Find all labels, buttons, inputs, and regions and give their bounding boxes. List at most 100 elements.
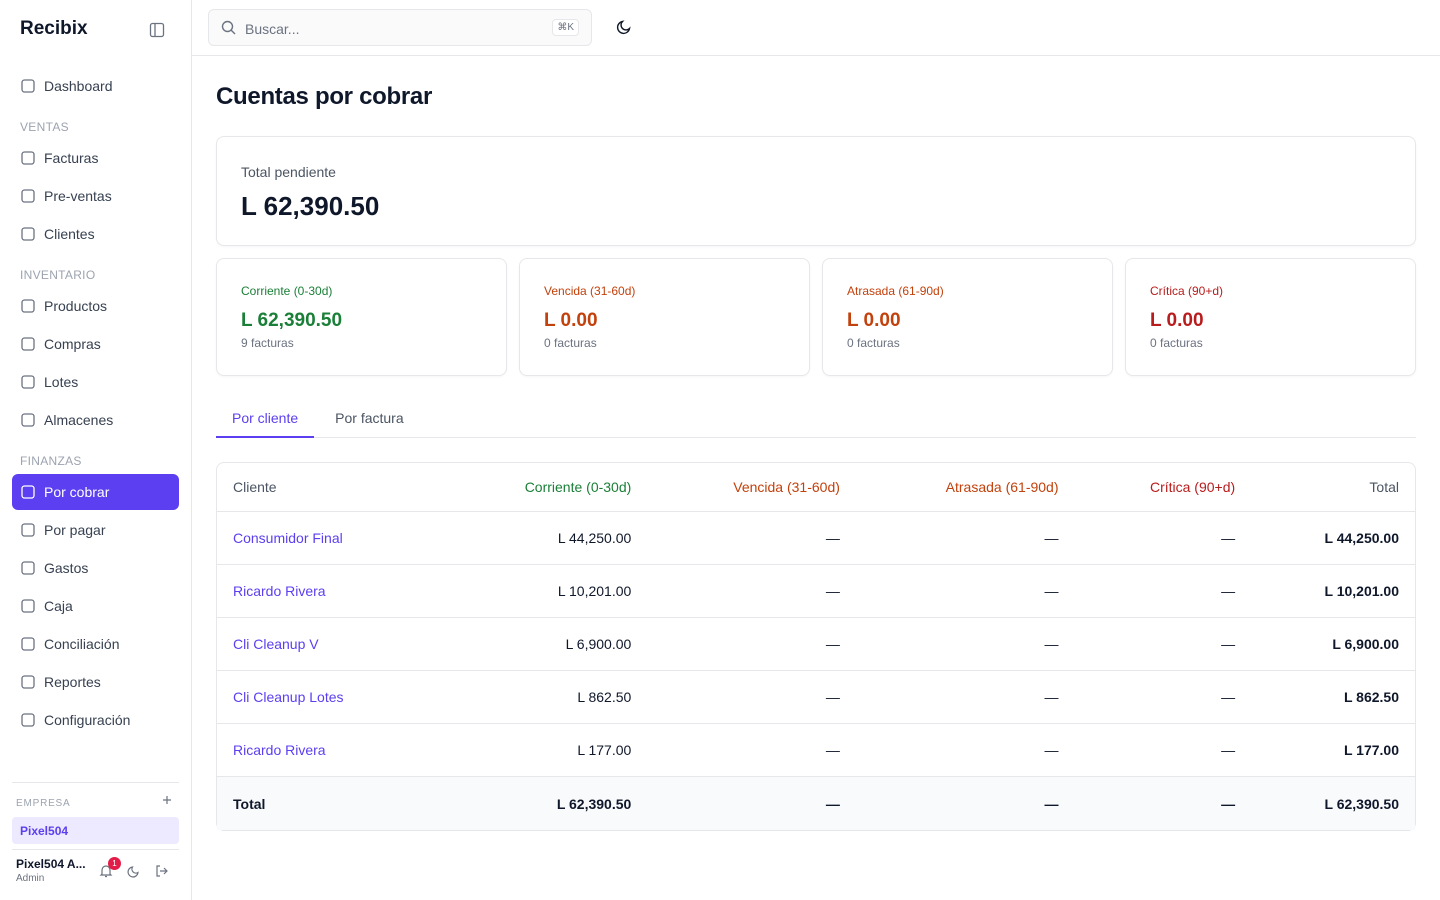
card-label: Vencida (31-60d) — [544, 284, 636, 298]
column-header: Corriente (0-30d) — [440, 463, 648, 512]
card-amount: L 0.00 — [1150, 310, 1204, 331]
nav-label: Dashboard — [44, 78, 113, 94]
nav-icon — [21, 523, 35, 537]
column-header: Cliente — [217, 463, 441, 512]
nav-label: Gastos — [44, 560, 89, 576]
card-label: Corriente (0-30d) — [241, 284, 333, 298]
card-amount: L 62,390.50 — [241, 310, 343, 331]
nav-item[interactable]: Configuración — [12, 702, 179, 738]
nav-item[interactable]: Por pagar — [12, 512, 179, 548]
nav-item[interactable]: Caja — [12, 588, 179, 624]
total-cell: Total — [217, 777, 441, 830]
card-label: Crítica (90+d) — [1150, 284, 1224, 298]
nav-item[interactable]: Facturas — [12, 140, 179, 176]
card-count: 9 facturas — [241, 336, 294, 350]
cell: — — [647, 724, 856, 777]
add-company[interactable] — [162, 795, 172, 805]
client-link[interactable]: Cli Cleanup Lotes — [217, 671, 441, 724]
cell: L 177.00 — [440, 724, 648, 777]
divider — [12, 849, 179, 850]
nav-icon — [21, 561, 35, 575]
nav-item[interactable]: Clientes — [12, 216, 179, 252]
nav-icon — [21, 299, 35, 313]
client-link[interactable]: Ricardo Rivera — [217, 724, 441, 777]
icon-shape — [149, 22, 165, 38]
company-title: EMPRESA — [16, 798, 71, 809]
nav-label: Conciliación — [44, 636, 120, 652]
nav-label: Almacenes — [44, 412, 114, 428]
table-row: Cli Cleanup Lotes L 862.50— — — L 862.50 — [217, 671, 1415, 724]
summary-label: Total pendiente — [241, 164, 336, 180]
client-link[interactable]: Cli Cleanup V — [217, 618, 441, 671]
tab[interactable]: Por factura — [335, 410, 404, 426]
total-cell: — — [855, 777, 1075, 830]
aging-card: Corriente (0-30d) L 62,390.50 9 facturas — [216, 258, 507, 376]
tab[interactable]: Por cliente — [216, 400, 315, 438]
collapse-button[interactable] — [149, 22, 165, 38]
icon-shape — [21, 485, 35, 499]
user-role: Admin — [16, 873, 45, 884]
icon-shape — [21, 599, 35, 613]
nav-section: VENTAS — [20, 120, 69, 134]
client-link[interactable]: Consumidor Final — [217, 512, 441, 565]
total-cell: — — [1074, 777, 1252, 830]
cell: L 10,201.00 — [1251, 565, 1415, 618]
aging-card: Atrasada (61-90d) L 0.00 0 facturas — [822, 258, 1113, 376]
cell: L 44,250.00 — [440, 512, 648, 565]
nav-section: INVENTARIO — [20, 268, 96, 282]
cell: L 177.00 — [1251, 724, 1415, 777]
nav-icon — [21, 227, 35, 241]
cell: — — [855, 671, 1075, 724]
nav-icon — [21, 151, 35, 165]
nav-item[interactable]: Almacenes — [12, 402, 179, 438]
nav-icon — [21, 189, 35, 203]
icon-shape — [21, 189, 35, 203]
search[interactable]: Buscar... ⌘K — [208, 9, 592, 46]
card-count: 0 facturas — [1150, 336, 1203, 350]
nav-icon — [21, 485, 35, 499]
nav-item[interactable]: Dashboard — [12, 68, 179, 104]
icon-shape — [21, 227, 35, 241]
nav-icon — [21, 337, 35, 351]
user-name: Pixel504 A... — [16, 857, 86, 871]
cell: — — [1074, 512, 1252, 565]
nav-icon — [21, 637, 35, 651]
cell: L 6,900.00 — [440, 618, 648, 671]
nav-icon — [21, 375, 35, 389]
nav-label: Reportes — [44, 674, 101, 690]
nav: Dashboard VENTAS Facturas Pre-ventas Cliente… — [0, 68, 191, 740]
nav-item[interactable]: Por cobrar — [12, 474, 179, 510]
theme-toggle[interactable] — [616, 19, 632, 35]
nav-item[interactable]: Productos — [12, 288, 179, 324]
nav-item[interactable]: Conciliación — [12, 626, 179, 662]
icon-shape — [21, 523, 35, 537]
icon-shape — [21, 675, 35, 689]
nav-label: Facturas — [44, 150, 99, 166]
search-placeholder: Buscar... — [245, 21, 300, 37]
cell: — — [647, 618, 856, 671]
icon-shape — [21, 413, 35, 427]
nav-item[interactable]: Gastos — [12, 550, 179, 586]
nav-item[interactable]: Reportes — [12, 664, 179, 700]
table-row: Consumidor Final L 44,250.00— — — L 44,250.0… — [217, 512, 1415, 565]
theme-toggle[interactable] — [127, 864, 141, 878]
nav-item[interactable]: Lotes — [12, 364, 179, 400]
card-amount: L 0.00 — [847, 310, 901, 331]
icon-shape — [21, 713, 35, 727]
logout[interactable] — [155, 864, 169, 878]
nav-item[interactable]: Pre-ventas — [12, 178, 179, 214]
company[interactable]: Pixel504 — [12, 817, 179, 844]
nav-icon — [21, 713, 35, 727]
brand: Recibix — [20, 18, 88, 39]
card-count: 0 facturas — [847, 336, 900, 350]
cell: L 862.50 — [440, 671, 648, 724]
nav-item[interactable]: Compras — [12, 326, 179, 362]
search-icon — [221, 20, 236, 35]
nav-label: Productos — [44, 298, 108, 314]
client-link[interactable]: Ricardo Rivera — [217, 565, 441, 618]
sidebar-footer: EMPRESA Pixel504 Pixel504 A... Admin 1 — [12, 782, 179, 884]
card-amount: L 0.00 — [544, 310, 598, 331]
cell: — — [1074, 618, 1252, 671]
icon-shape — [21, 151, 35, 165]
